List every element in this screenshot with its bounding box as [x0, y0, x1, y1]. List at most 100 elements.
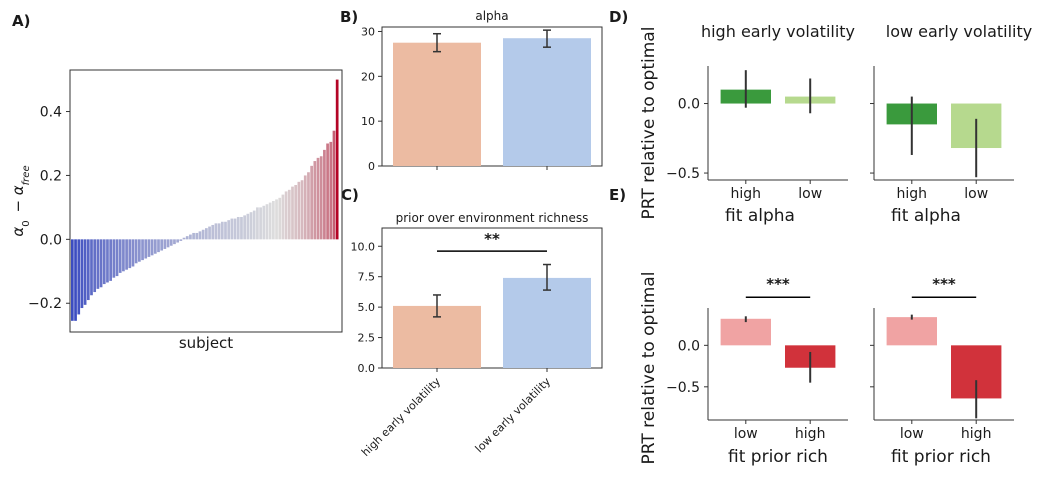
panel-a-bar	[112, 239, 116, 278]
panel-d-left-category-label: low	[798, 186, 822, 202]
panel-a-bar	[287, 189, 291, 240]
panel-a-bar	[227, 220, 231, 240]
panel-a-bar	[256, 207, 259, 240]
panel-a-bar	[182, 237, 186, 240]
panel-a-subject-bar-chart: subject α0 − αfree −0.2 0.0 0.2 0.4	[9, 69, 343, 352]
panel-d-right-title: low early volatility	[886, 22, 1033, 41]
panel-a-ytick-label: −0.2	[28, 296, 62, 312]
panel-label-a: A)	[12, 12, 30, 30]
panel-a-bar	[166, 239, 170, 248]
panel-c-title: prior over environment richness	[396, 211, 589, 225]
panel-e-ylabel: PRT relative to optimal	[639, 272, 659, 465]
panel-d-right-chart: low early volatility fit alpha high low	[870, 22, 1032, 226]
panel-a-bar	[316, 157, 320, 240]
panel-d-left-xlabel: fit alpha	[725, 206, 795, 226]
panel-a-bar	[125, 239, 128, 270]
panel-d-right-category-label: low	[964, 186, 988, 202]
panel-a-bar	[106, 239, 109, 283]
panel-a-bar	[205, 228, 208, 240]
panel-e-right-category-label: low	[900, 426, 924, 442]
panel-a-bar	[77, 239, 81, 315]
panel-c-ytick-label: 10.0	[351, 240, 376, 253]
panel-e-left-ytick-label: 0.0	[678, 338, 700, 354]
panel-b-ytick-label: 30	[361, 25, 375, 38]
panel-c-prior-bar-chart: prior over environment richness high ear…	[351, 211, 603, 459]
panel-a-bar	[163, 239, 167, 249]
panel-a-bar	[307, 172, 310, 240]
panel-a-bar	[118, 239, 122, 273]
panel-a-bar	[189, 234, 192, 240]
panel-label-b: B)	[340, 8, 358, 26]
panel-a-bar	[198, 231, 202, 240]
panel-a-bar	[128, 239, 132, 269]
panel-a-bar	[220, 221, 224, 240]
panel-a-bar	[195, 232, 199, 240]
panel-c-category-label: low early volatility	[473, 375, 554, 456]
panel-a-bar	[169, 239, 173, 246]
panel-a-bar	[259, 207, 262, 240]
panel-a-bar	[246, 213, 250, 240]
panel-a-bar	[262, 205, 266, 240]
panel-a-bar	[74, 239, 77, 321]
panel-e-left-category-label: high	[795, 426, 826, 442]
panel-label-d: D)	[609, 8, 628, 26]
panel-a-bar	[173, 239, 176, 245]
panel-a-bar	[71, 239, 74, 321]
panel-a-bar	[208, 226, 211, 240]
panel-e-right-bar	[886, 317, 937, 346]
panel-a-bar	[217, 223, 221, 240]
panel-a-bar	[240, 216, 243, 240]
panel-a-bar	[144, 239, 148, 259]
panel-a-bar	[294, 185, 298, 240]
panel-label-c: C)	[341, 186, 359, 204]
panel-d-ylabel: PRT relative to optimal	[639, 27, 659, 220]
panel-a-ytick-label: 0.2	[40, 168, 62, 184]
panel-a-bar	[211, 224, 215, 240]
panel-a-bar	[192, 232, 195, 240]
panel-a-bar	[102, 239, 106, 285]
panel-a-bar	[297, 181, 301, 240]
panel-a-frame	[69, 69, 343, 333]
panel-c-ytick-label: 5.0	[358, 301, 376, 314]
panel-a-bar	[115, 239, 119, 277]
panel-b-alpha-bar-chart: alpha 0 10 20 30	[361, 9, 603, 173]
panel-a-bar	[122, 239, 125, 272]
panel-e-left-ytick-label: −0.5	[666, 380, 700, 396]
panel-d-right-category-label: high	[897, 186, 928, 202]
panel-a-bar	[176, 239, 179, 243]
panel-label-e: E)	[609, 186, 626, 204]
panel-c-ytick-label: 2.5	[358, 332, 376, 345]
panel-a-bar	[138, 239, 141, 262]
panel-e-right-category-label: high	[961, 426, 992, 442]
panel-d-left-ytick-label: −0.5	[666, 166, 700, 182]
panel-a-bar	[323, 149, 326, 240]
panel-a-bar	[153, 239, 157, 254]
panel-a-bar	[284, 191, 288, 240]
panel-a-ylabel: α0 − αfree	[9, 165, 32, 236]
panel-a-bar	[332, 130, 336, 240]
panel-b-ytick-label: 10	[361, 115, 375, 128]
panel-a-bar	[249, 212, 253, 240]
panel-a-bar	[86, 239, 90, 301]
panel-a-bar	[157, 239, 160, 253]
panel-a-bar	[281, 194, 285, 240]
panel-c-bar	[503, 277, 591, 368]
panel-b-bar	[393, 42, 481, 166]
panel-a-bar	[179, 239, 183, 241]
panel-a-bar	[268, 202, 272, 240]
panel-e-right-chart: fit prior rich low high ***	[870, 275, 1014, 467]
panel-d-left-category-label: high	[731, 186, 762, 202]
panel-b-bar	[503, 38, 591, 166]
panel-a-bar	[313, 161, 317, 240]
panel-a-bar	[300, 180, 304, 240]
panel-a-bar	[185, 236, 189, 240]
panel-e-left-significance-stars: ***	[766, 275, 790, 293]
panel-d-right-xlabel: fit alpha	[891, 206, 961, 226]
panel-a-bar	[329, 141, 333, 240]
panel-d-left-title: high early volatility	[701, 22, 855, 41]
panel-a-bar	[230, 218, 234, 240]
panel-a-bar	[80, 239, 84, 309]
panel-a-xlabel: subject	[179, 334, 233, 352]
panel-e-left-xlabel: fit prior rich	[728, 447, 828, 467]
